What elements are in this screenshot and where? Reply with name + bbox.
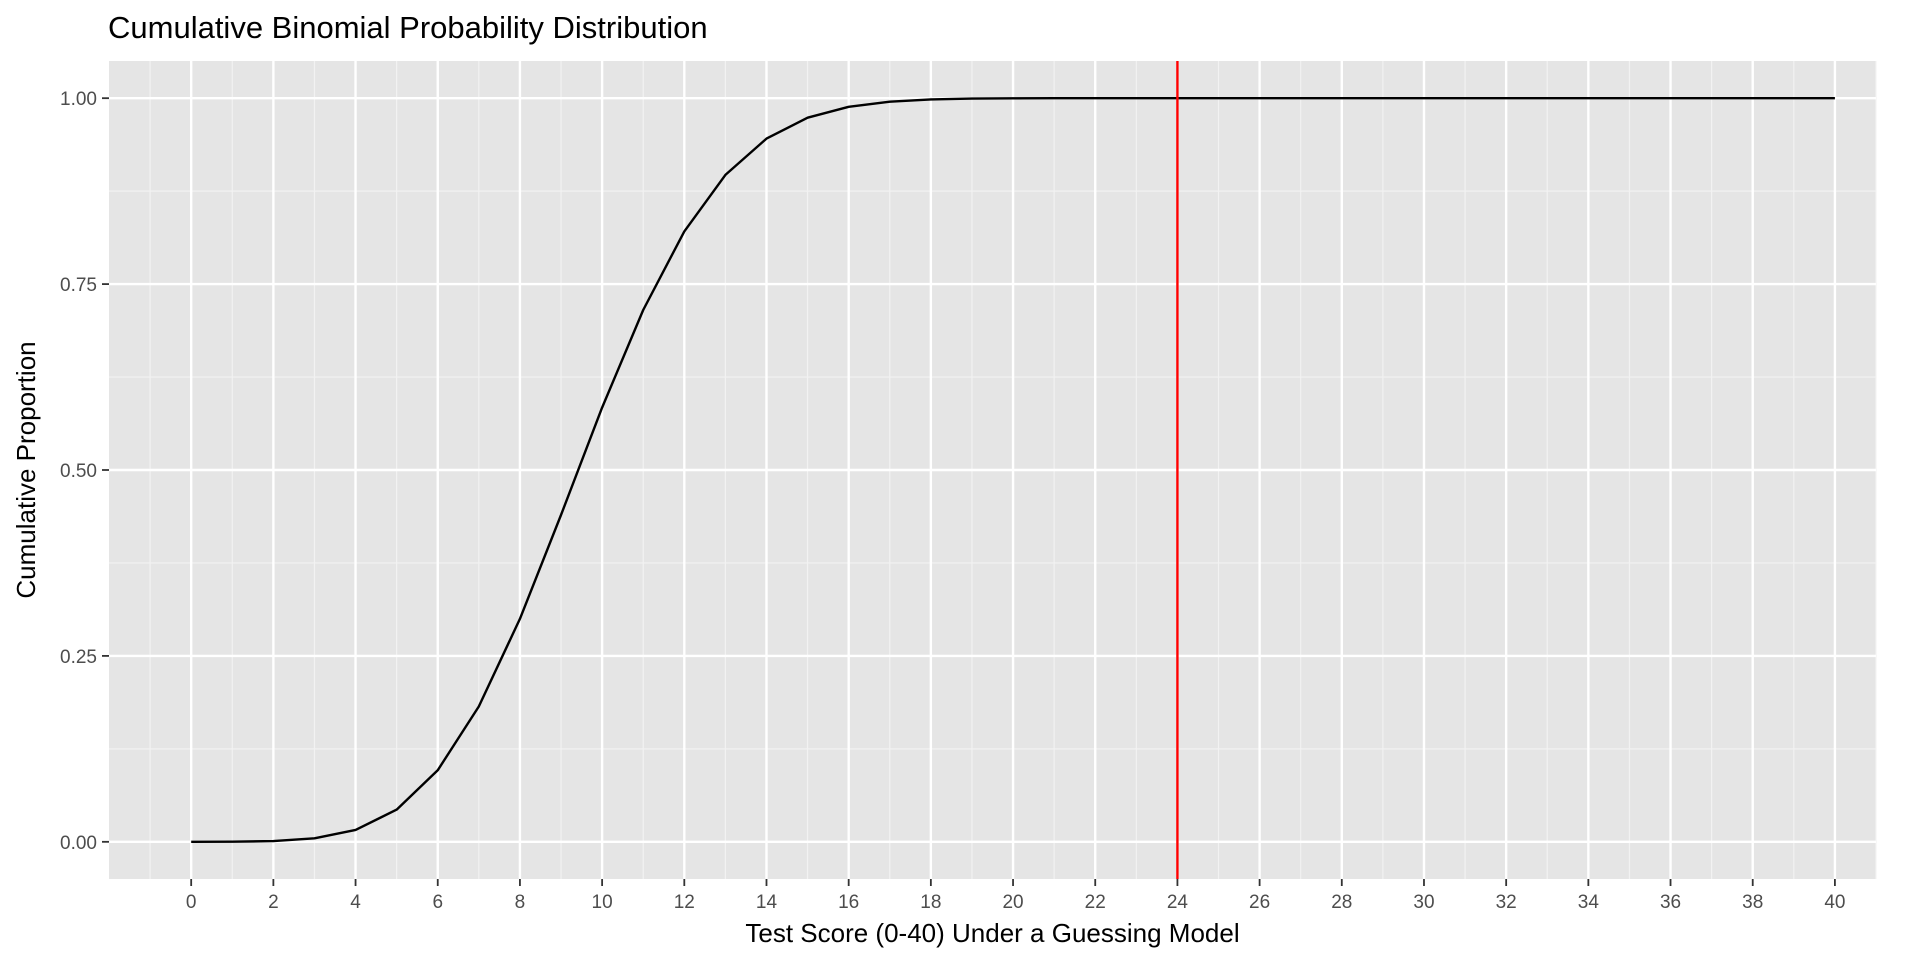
x-tick-label: 10 [592, 892, 613, 913]
y-axis: 0.00 0.25 0.50 0.75 1.00 [60, 89, 109, 854]
x-tick-label: 6 [432, 892, 443, 913]
x-tick-label: 40 [1824, 892, 1845, 913]
y-tick-label: 0.00 [60, 833, 97, 854]
series-line-0 [191, 96, 1835, 843]
x-tick-label: 4 [350, 892, 361, 913]
series-layer [191, 96, 1835, 843]
x-tick-label: 18 [920, 892, 941, 913]
x-tick-label: 20 [1002, 892, 1023, 913]
x-tick-label: 32 [1496, 892, 1517, 913]
x-tick-label: 34 [1578, 892, 1600, 913]
x-tick-label: 36 [1660, 892, 1681, 913]
y-tick-label: 0.25 [60, 647, 97, 668]
x-axis-title: Test Score (0-40) Under a Guessing Model [745, 918, 1239, 948]
x-tick-label: 38 [1742, 892, 1763, 913]
x-tick-label: 2 [268, 892, 279, 913]
x-tick-label: 14 [756, 892, 778, 913]
y-axis-title: Cumulative Proportion [11, 341, 41, 598]
x-tick-label: 8 [515, 892, 526, 913]
grid-major [109, 61, 1876, 879]
y-tick-label: 0.50 [60, 461, 97, 482]
x-tick-label: 22 [1085, 892, 1106, 913]
x-tick-label: 0 [186, 892, 197, 913]
x-tick-label: 26 [1249, 892, 1270, 913]
x-axis: 0 2 4 6 8 10 12 14 16 18 20 22 24 26 28 30 32 34 36 38 40 [186, 879, 1845, 913]
chart-title: Cumulative Binomial Probability Distribu… [108, 10, 708, 45]
x-tick-label: 30 [1413, 892, 1434, 913]
y-tick-label: 0.75 [60, 275, 97, 296]
x-tick-label: 12 [674, 892, 695, 913]
y-tick-label: 1.00 [60, 89, 97, 110]
x-tick-label: 24 [1167, 892, 1189, 913]
x-tick-label: 16 [838, 892, 859, 913]
x-tick-label: 28 [1331, 892, 1352, 913]
